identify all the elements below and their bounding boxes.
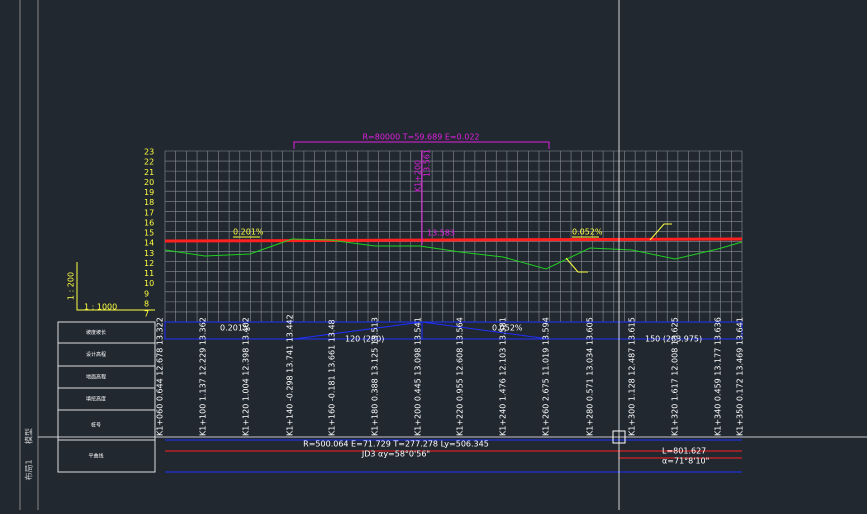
elevation-label: 18 <box>144 198 154 207</box>
slope: 0.201% <box>233 228 264 237</box>
row-label: 填挖高度 <box>86 396 106 403</box>
elevation-label: 21 <box>144 168 154 177</box>
grade-text: 150 (263.975) <box>645 335 702 344</box>
elevation-label: 22 <box>144 158 154 167</box>
grade-text: 120 (280) <box>345 335 384 344</box>
leader <box>649 223 672 241</box>
station-column: K1+120 1.004 12.398 13.402 <box>242 317 251 436</box>
grade-text: 0.201% <box>220 324 251 333</box>
elevation-label: 17 <box>144 208 154 217</box>
tab[interactable]: 布局1 <box>24 459 34 480</box>
vpi-station: K1+200 <box>414 160 423 192</box>
station-column: K1+260 2.675 11.019 13.594 <box>542 317 551 436</box>
design-line <box>164 237 743 243</box>
elevation-label: 7 <box>144 310 149 319</box>
elevation-label: 14 <box>144 239 154 248</box>
row-label: 地面高程 <box>86 374 106 381</box>
elevation-label: 11 <box>144 269 154 278</box>
vpi-mark: 13.583 <box>427 229 455 238</box>
row-label: 平曲线 <box>88 453 103 460</box>
table-header <box>57 321 156 473</box>
vpi-elevation: 13.561 <box>423 149 432 177</box>
scale-bracket <box>76 262 155 311</box>
elevation-label: 16 <box>144 218 154 227</box>
elevation-label: 8 <box>144 299 149 308</box>
curve-angle: α=71°8'10" <box>662 457 709 466</box>
leader <box>565 257 588 273</box>
station-column: K1+200 0.445 13.098 13.541 <box>414 317 423 436</box>
elevation-label: 12 <box>144 259 154 268</box>
station-column: K1+180 0.388 13.125 13.513 <box>371 317 380 436</box>
elevation-label: 15 <box>144 229 154 238</box>
vertical-curve <box>293 141 550 149</box>
elevation-label: 13 <box>144 249 154 258</box>
row-label: 桩号 <box>91 422 101 429</box>
elevation-label: 10 <box>144 279 154 288</box>
station-column: K1+240 1.476 12.103 13.581 <box>499 317 508 436</box>
elevation-label: 23 <box>144 148 154 157</box>
station-column: K1+300 1.128 12.487 13.615 <box>628 317 637 436</box>
station-column: K1+220 0.955 12.608 13.564 <box>456 317 465 436</box>
station-column: K1+140 -0.298 13.741 13.442 <box>286 314 295 436</box>
station-column: K1+340 0.459 13.177 13.636 <box>714 317 723 436</box>
row-label: 坡度坡长 <box>86 329 106 336</box>
curve-label: R=80000 T=59.689 E=0.022 <box>362 133 479 142</box>
station-column: K1+100 1.137 12.229 13.362 <box>199 317 208 436</box>
curve-jd: JD3 αy=58°0'56" <box>361 450 430 459</box>
elevation-label: 9 <box>144 289 149 298</box>
vertical-scale: 1 : 200 <box>67 272 76 300</box>
curve-params: R=500.064 E=71.729 T=277.278 Ly=506.345 <box>303 440 489 449</box>
station-column: K1+280 0.571 13.034 13.605 <box>586 317 595 436</box>
grade-row <box>164 321 743 340</box>
grade-text: 0.052% <box>492 324 523 333</box>
tab[interactable]: 模型 <box>24 428 34 444</box>
station-column: K1+160 -0.181 13.661 13.48 <box>328 319 337 436</box>
elevation-label: 19 <box>144 188 154 197</box>
elevation-label: 20 <box>144 178 154 187</box>
station-column: K1+350 0.172 13.469 13.641 <box>736 317 745 436</box>
ground-line <box>164 238 743 270</box>
station-column: K1+320 1.617 12.008 13.625 <box>671 317 680 436</box>
curve-length: L=801.627 <box>662 447 706 456</box>
horizontal-scale: 1 : 1000 <box>84 303 117 312</box>
row-label: 设计高程 <box>86 351 106 358</box>
slope: 0.052% <box>572 228 603 237</box>
station-column: K1+060 0.644 12.678 13.322 <box>156 317 165 436</box>
